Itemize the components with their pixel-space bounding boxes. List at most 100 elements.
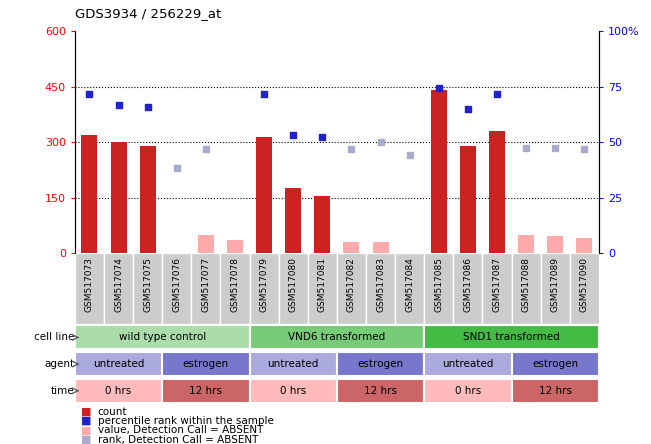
Bar bbox=[308, 253, 337, 324]
Bar bbox=[570, 253, 599, 324]
Text: count: count bbox=[98, 407, 127, 416]
Bar bbox=[75, 379, 162, 403]
Point bbox=[172, 164, 182, 171]
Bar bbox=[424, 352, 512, 376]
Point bbox=[521, 144, 531, 151]
Bar bbox=[518, 234, 534, 253]
Text: GSM517074: GSM517074 bbox=[114, 257, 123, 312]
Bar bbox=[75, 352, 162, 376]
Text: time: time bbox=[51, 386, 74, 396]
Bar bbox=[337, 352, 424, 376]
Text: cell line: cell line bbox=[34, 333, 74, 342]
Text: ■: ■ bbox=[81, 416, 92, 426]
Text: 12 hrs: 12 hrs bbox=[539, 386, 572, 396]
Text: VND6 transformed: VND6 transformed bbox=[288, 333, 385, 342]
Bar bbox=[162, 253, 191, 324]
Bar bbox=[249, 253, 279, 324]
Bar bbox=[133, 253, 162, 324]
Point bbox=[404, 151, 415, 159]
Point bbox=[143, 103, 153, 111]
Bar bbox=[249, 379, 337, 403]
Text: GSM517086: GSM517086 bbox=[464, 257, 473, 312]
Text: GDS3934 / 256229_at: GDS3934 / 256229_at bbox=[75, 7, 221, 20]
Text: 0 hrs: 0 hrs bbox=[455, 386, 481, 396]
Text: 0 hrs: 0 hrs bbox=[280, 386, 307, 396]
Bar bbox=[256, 137, 272, 253]
Bar bbox=[81, 135, 98, 253]
Bar bbox=[576, 238, 592, 253]
Bar bbox=[541, 253, 570, 324]
Bar bbox=[460, 146, 476, 253]
Text: GSM517088: GSM517088 bbox=[521, 257, 531, 312]
Text: GSM517082: GSM517082 bbox=[347, 257, 356, 312]
Bar bbox=[453, 253, 482, 324]
Bar bbox=[249, 352, 337, 376]
Text: estrogen: estrogen bbox=[183, 359, 229, 369]
Point bbox=[463, 105, 473, 112]
Bar bbox=[489, 131, 505, 253]
Point bbox=[84, 91, 94, 98]
Point bbox=[259, 91, 270, 98]
Text: agent: agent bbox=[44, 359, 74, 369]
Text: GSM517083: GSM517083 bbox=[376, 257, 385, 312]
Bar bbox=[424, 325, 599, 349]
Point bbox=[376, 139, 386, 146]
Text: GSM517081: GSM517081 bbox=[318, 257, 327, 312]
Bar bbox=[395, 253, 424, 324]
Bar bbox=[337, 253, 366, 324]
Text: GSM517080: GSM517080 bbox=[289, 257, 298, 312]
Bar bbox=[162, 352, 249, 376]
Text: value, Detection Call = ABSENT: value, Detection Call = ABSENT bbox=[98, 425, 263, 435]
Text: ■: ■ bbox=[81, 425, 92, 435]
Bar bbox=[227, 240, 243, 253]
Bar bbox=[431, 90, 447, 253]
Bar bbox=[372, 242, 389, 253]
Text: GSM517084: GSM517084 bbox=[405, 257, 414, 312]
Point bbox=[346, 146, 357, 153]
Point bbox=[434, 85, 444, 92]
Text: untreated: untreated bbox=[93, 359, 145, 369]
Text: GSM517075: GSM517075 bbox=[143, 257, 152, 312]
Text: 12 hrs: 12 hrs bbox=[364, 386, 397, 396]
Bar bbox=[366, 253, 395, 324]
Bar bbox=[512, 253, 541, 324]
Text: GSM517073: GSM517073 bbox=[85, 257, 94, 312]
Text: GSM517090: GSM517090 bbox=[580, 257, 589, 312]
Bar bbox=[482, 253, 512, 324]
Text: estrogen: estrogen bbox=[532, 359, 578, 369]
Text: GSM517087: GSM517087 bbox=[493, 257, 501, 312]
Point bbox=[201, 146, 211, 153]
Bar bbox=[424, 253, 453, 324]
Bar bbox=[191, 253, 221, 324]
Bar bbox=[198, 234, 214, 253]
Bar bbox=[249, 325, 424, 349]
Text: ■: ■ bbox=[81, 407, 92, 416]
Text: SND1 transformed: SND1 transformed bbox=[464, 333, 560, 342]
Text: untreated: untreated bbox=[268, 359, 319, 369]
Text: GSM517085: GSM517085 bbox=[434, 257, 443, 312]
Text: 0 hrs: 0 hrs bbox=[105, 386, 132, 396]
Text: GSM517078: GSM517078 bbox=[230, 257, 240, 312]
Point bbox=[288, 131, 298, 138]
Bar bbox=[285, 188, 301, 253]
Text: wild type control: wild type control bbox=[118, 333, 206, 342]
Text: GSM517079: GSM517079 bbox=[260, 257, 269, 312]
Bar bbox=[279, 253, 308, 324]
Text: estrogen: estrogen bbox=[357, 359, 404, 369]
Bar bbox=[75, 253, 104, 324]
Point bbox=[113, 102, 124, 109]
Bar bbox=[140, 146, 156, 253]
Bar bbox=[512, 379, 599, 403]
Bar bbox=[424, 379, 512, 403]
Point bbox=[550, 144, 561, 151]
Point bbox=[492, 91, 502, 98]
Text: GSM517076: GSM517076 bbox=[173, 257, 181, 312]
Bar bbox=[162, 379, 249, 403]
Bar bbox=[344, 242, 359, 253]
Bar bbox=[111, 142, 126, 253]
Bar bbox=[512, 352, 599, 376]
Text: rank, Detection Call = ABSENT: rank, Detection Call = ABSENT bbox=[98, 435, 258, 444]
Bar bbox=[75, 325, 249, 349]
Bar bbox=[104, 253, 133, 324]
Bar bbox=[547, 237, 563, 253]
